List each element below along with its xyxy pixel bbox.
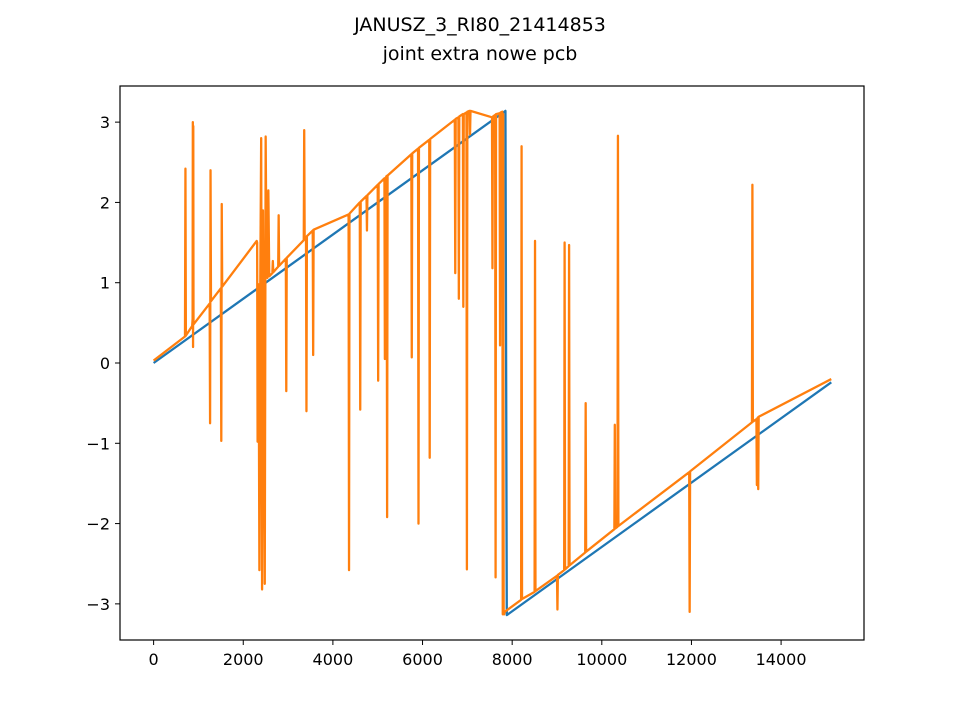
- x-tick-label: 12000: [666, 650, 717, 669]
- x-tick-label: 14000: [756, 650, 807, 669]
- chart-subtitle: joint extra nowe pcb: [382, 43, 578, 65]
- y-tick-label: 1: [100, 274, 110, 293]
- y-tick-label: −2: [86, 515, 110, 534]
- y-tick-label: −1: [86, 434, 110, 453]
- x-tick-label: 6000: [402, 650, 443, 669]
- y-tick-label: 0: [100, 354, 110, 373]
- series-layer: [152, 109, 832, 617]
- x-tick-label: 8000: [492, 650, 533, 669]
- x-tick-label: 10000: [576, 650, 627, 669]
- x-tick-label: 4000: [313, 650, 354, 669]
- y-tick-label: −3: [86, 595, 110, 614]
- x-tick-label: 2000: [223, 650, 264, 669]
- y-tick-label: 3: [100, 113, 110, 132]
- y-axis: −3 −2 −1 0 1 2 3: [86, 113, 120, 614]
- y-tick-label: 2: [100, 193, 110, 212]
- chart-title: JANUSZ_3_RI80_21414853: [353, 14, 606, 36]
- series-1-line: [152, 109, 832, 617]
- series-2-line: [152, 109, 832, 616]
- x-axis: 0 2000 4000 6000 8000 10000 12000 14000: [149, 640, 807, 669]
- x-tick-label: 0: [149, 650, 159, 669]
